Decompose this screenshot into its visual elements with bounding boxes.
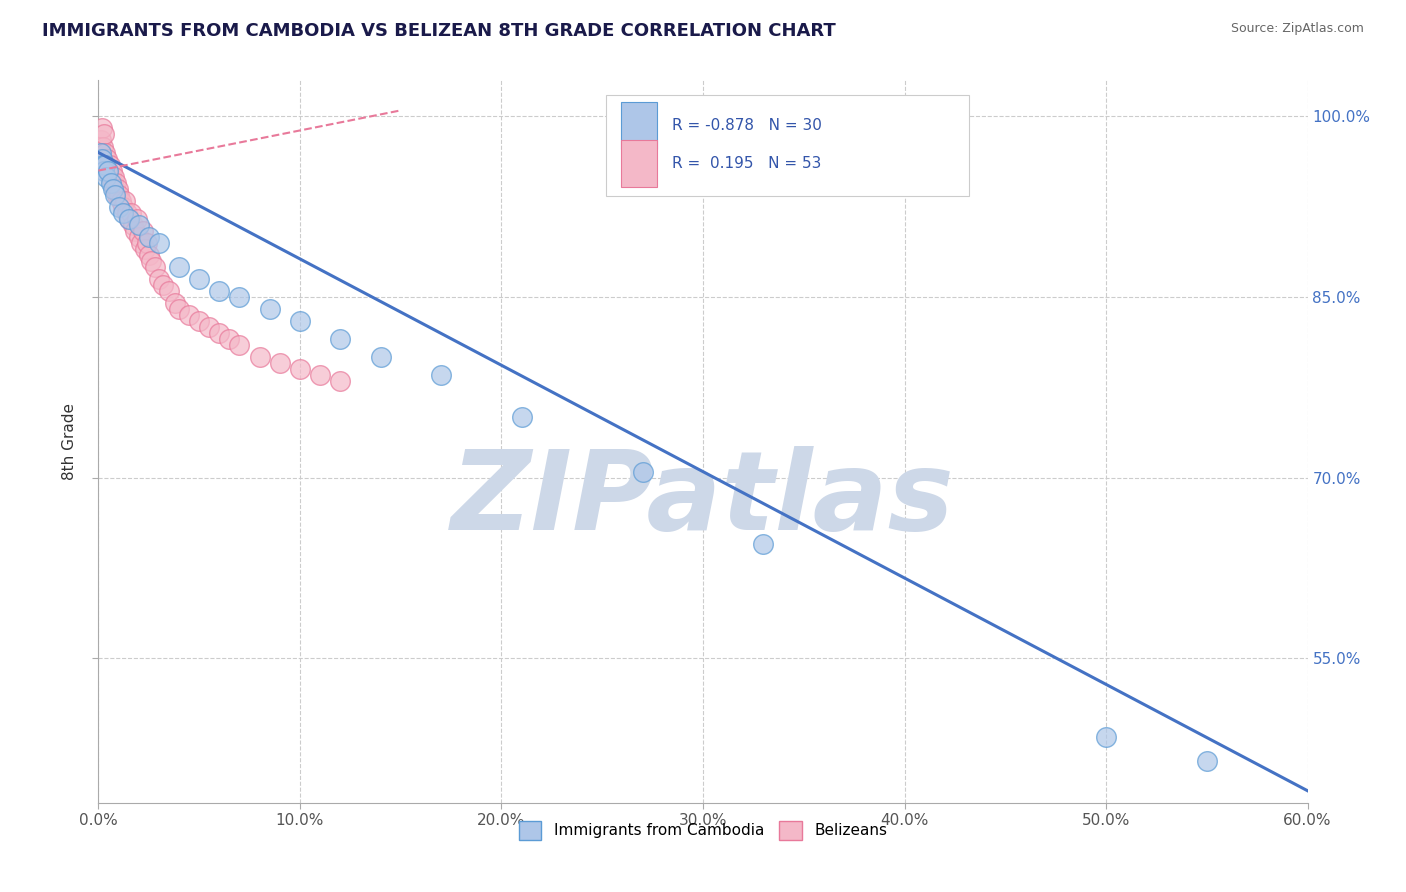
FancyBboxPatch shape [621,140,657,186]
Point [1195,754,1218,768]
Point [90,133,112,147]
Point [288,362,311,376]
Point [93,139,115,153]
Point [107,187,129,202]
FancyBboxPatch shape [621,102,657,149]
Point [90,145,112,160]
Y-axis label: 8th Grade: 8th Grade [62,403,77,480]
Point [103,169,125,184]
Point [134,242,156,256]
Point [124,224,146,238]
FancyBboxPatch shape [606,95,969,196]
Point [752,537,775,551]
Point [510,410,533,425]
Point [1095,730,1118,744]
Point [128,229,150,244]
Point [228,290,250,304]
Point [114,194,136,208]
Point [269,356,291,370]
Point [138,248,160,262]
Point [118,211,141,226]
Point [218,332,240,346]
Point [97,163,120,178]
Point [157,284,180,298]
Point [288,314,311,328]
Point [631,465,654,479]
Point [96,169,118,184]
Point [167,260,190,274]
Point [188,314,211,328]
Point [329,375,352,389]
Point [135,235,157,250]
Point [93,128,115,142]
Point [101,181,124,195]
Point [103,181,125,195]
Point [96,157,118,171]
Point [120,205,142,219]
Point [100,163,122,178]
Point [163,296,186,310]
Point [111,200,134,214]
Point [91,152,114,166]
Point [115,205,138,219]
Point [89,152,111,166]
Point [208,326,231,340]
Point [152,277,174,292]
Point [309,368,332,383]
Point [370,350,392,364]
Point [98,157,121,171]
Point [101,176,124,190]
Point [100,169,122,184]
Point [91,121,114,136]
Point [94,157,117,171]
Point [143,260,166,274]
Text: IMMIGRANTS FROM CAMBODIA VS BELIZEAN 8TH GRADE CORRELATION CHART: IMMIGRANTS FROM CAMBODIA VS BELIZEAN 8TH… [42,22,837,40]
Point [121,218,143,232]
Point [132,224,155,238]
Text: Source: ZipAtlas.com: Source: ZipAtlas.com [1230,22,1364,36]
Point [329,332,352,346]
Point [125,211,148,226]
Point [103,187,125,202]
Point [198,320,221,334]
Point [148,235,170,250]
Point [249,350,271,364]
Point [111,205,134,219]
Point [138,229,160,244]
Legend: Immigrants from Cambodia, Belizeans: Immigrants from Cambodia, Belizeans [512,815,894,846]
Point [139,253,162,268]
Point [97,163,120,178]
Point [94,145,117,160]
Point [107,200,129,214]
Point [104,176,127,190]
Text: ZIPatlas: ZIPatlas [451,446,955,553]
Point [118,211,141,226]
Point [100,176,122,190]
Point [208,284,231,298]
Point [110,194,132,208]
Point [96,152,118,166]
Point [167,301,190,317]
Point [430,368,453,383]
Point [129,235,152,250]
Text: R =  0.195   N = 53: R = 0.195 N = 53 [672,156,821,171]
Text: R = -0.878   N = 30: R = -0.878 N = 30 [672,118,821,133]
Point [105,187,128,202]
Point [128,218,150,232]
Point [107,181,129,195]
Point [188,272,211,286]
Point [259,301,281,317]
Point [148,272,170,286]
Point [179,308,201,322]
Point [93,163,115,178]
Point [93,157,115,171]
Point [89,139,111,153]
Point [228,338,250,352]
